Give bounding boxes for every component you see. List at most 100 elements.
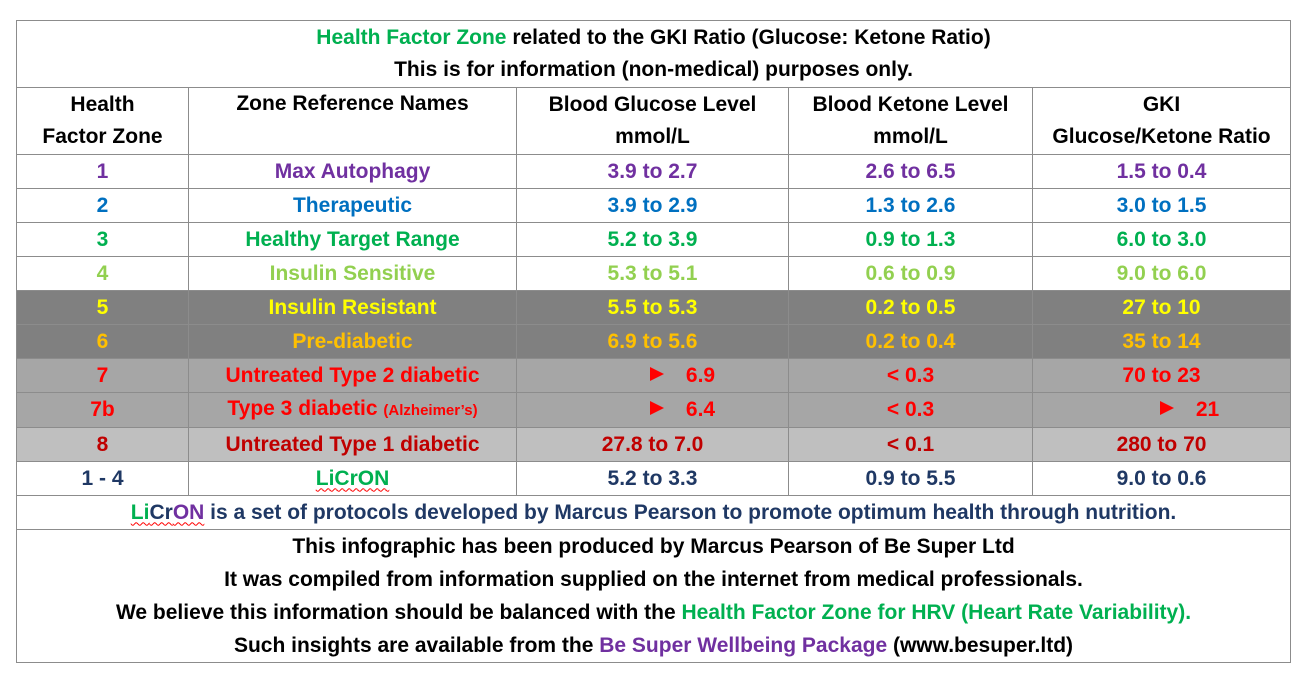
footer-line-2: It was compiled from information supplie… bbox=[224, 568, 1083, 591]
ketone-cell: 0.2 to 0.4 bbox=[788, 324, 1033, 359]
gki-cell: 9.0 to 0.6 bbox=[1031, 461, 1292, 496]
footer-line-3-text: We believe this information should be ba… bbox=[115, 601, 682, 624]
glucose-cell: 27.8 to 7.0 bbox=[516, 427, 789, 462]
glucose-cell: 6.4 bbox=[516, 392, 789, 428]
header-gki-line2: Glucose/Ketone Ratio bbox=[1052, 125, 1271, 148]
table-row: 7b Type 3 diabetic (Alzheimer’s) 6.4 < 0… bbox=[16, 392, 1292, 428]
footer-package-name: Be Super Wellbeing Package bbox=[599, 634, 888, 657]
zone-cell: 8 bbox=[16, 427, 189, 462]
ketone-cell: < 0.3 bbox=[788, 392, 1033, 428]
ketone-cell: 0.9 to 1.3 bbox=[788, 222, 1033, 257]
zone-name-cell: Insulin Sensitive bbox=[188, 256, 517, 291]
glucose-cell: 6.9 to 5.6 bbox=[516, 324, 789, 359]
header-names: Zone Reference Names bbox=[188, 87, 517, 155]
zone-cell: 1 - 4 bbox=[16, 461, 189, 496]
footer-website: (www.besuper.ltd) bbox=[887, 634, 1074, 657]
table-row: 8 Untreated Type 1 diabetic 27.8 to 7.0 … bbox=[16, 427, 1292, 462]
title-rest: related to the GKI Ratio (Glucose: Keton… bbox=[506, 26, 991, 49]
glucose-value: 6.4 bbox=[685, 398, 716, 421]
ketone-cell: 2.6 to 6.5 bbox=[788, 154, 1033, 189]
glucose-cell: 5.5 to 5.3 bbox=[516, 290, 789, 325]
zone-cell: 5 bbox=[16, 290, 189, 325]
licron-description: is a set of protocols developed by Marcu… bbox=[204, 500, 1177, 524]
zone-cell: 7 bbox=[16, 358, 189, 393]
glucose-cell: 3.9 to 2.9 bbox=[516, 188, 789, 223]
gki-cell: 9.0 to 6.0 bbox=[1031, 256, 1292, 291]
zone-name-cell: Insulin Resistant bbox=[188, 290, 517, 325]
table-row: 1 - 4 LiCrON 5.2 to 3.3 0.9 to 5.5 9.0 t… bbox=[16, 461, 1292, 496]
table-row: 6 Pre-diabetic 6.9 to 5.6 0.2 to 0.4 35 … bbox=[16, 324, 1292, 359]
licron-cr: Cr bbox=[149, 500, 173, 524]
header-ketone: Blood Ketone Level mmol/L bbox=[788, 87, 1033, 155]
footer-line-4: Such insights are available from the Be … bbox=[18, 629, 1290, 662]
title-health-factor-zone: Health Factor Zone bbox=[316, 26, 507, 49]
glucose-cell: 5.2 to 3.3 bbox=[516, 461, 789, 496]
table-row: 4 Insulin Sensitive 5.3 to 5.1 0.6 to 0.… bbox=[16, 256, 1292, 291]
glucose-cell: 3.9 to 2.7 bbox=[516, 154, 789, 189]
header-ketone-line2: mmol/L bbox=[873, 125, 948, 148]
title-row: Health Factor Zone related to the GKI Ra… bbox=[15, 20, 1292, 88]
zone-name: Type 3 diabetic bbox=[227, 397, 378, 420]
glucose-cell: 5.2 to 3.9 bbox=[516, 222, 789, 257]
title-line-2: This is for information (non-medical) pu… bbox=[394, 58, 913, 81]
header-gki: GKI Glucose/Ketone Ratio bbox=[1031, 87, 1292, 155]
zone-name-cell: Untreated Type 2 diabetic bbox=[188, 358, 517, 393]
licron-name: LiCrON bbox=[315, 466, 390, 490]
gki-cell: 35 to 14 bbox=[1031, 324, 1292, 359]
footer-cell: This infographic has been produced by Ma… bbox=[15, 529, 1292, 663]
glucose-cell: 6.9 bbox=[516, 358, 789, 393]
title-line-1: Health Factor Zone related to the GKI Ra… bbox=[18, 22, 1290, 54]
zone-name-cell: Therapeutic bbox=[188, 188, 517, 223]
gki-infographic: Health Factor Zone related to the GKI Ra… bbox=[15, 20, 1292, 663]
ketone-cell: 1.3 to 2.6 bbox=[788, 188, 1033, 223]
gki-table: Health Factor Zone related to the GKI Ra… bbox=[15, 20, 1292, 663]
gki-cell: 6.0 to 3.0 bbox=[1031, 222, 1292, 257]
ketone-cell: < 0.1 bbox=[788, 427, 1033, 462]
licron-on: ON bbox=[172, 500, 205, 524]
zone-name-cell: Untreated Type 1 diabetic bbox=[188, 427, 517, 462]
gki-cell: 3.0 to 1.5 bbox=[1031, 188, 1292, 223]
zone-cell: 2 bbox=[16, 188, 189, 223]
footer-line-1: This infographic has been produced by Ma… bbox=[292, 535, 1015, 558]
zone-name-cell: Pre-diabetic bbox=[188, 324, 517, 359]
gki-cell: 21 bbox=[1031, 392, 1292, 428]
zone-name-cell: LiCrON bbox=[188, 461, 517, 496]
zone-name-cell: Type 3 diabetic (Alzheimer’s) bbox=[188, 392, 517, 428]
gki-cell: 1.5 to 0.4 bbox=[1031, 154, 1292, 189]
header-row: Health Factor Zone Zone Reference Names B… bbox=[16, 87, 1292, 155]
zone-cell: 3 bbox=[16, 222, 189, 257]
gki-cell: 70 to 23 bbox=[1031, 358, 1292, 393]
footer-hrv-link-text: Health Factor Zone for HRV (Heart Rate V… bbox=[681, 601, 1192, 624]
table-row: 2 Therapeutic 3.9 to 2.9 1.3 to 2.6 3.0 … bbox=[16, 188, 1292, 223]
zone-cell: 6 bbox=[16, 324, 189, 359]
licron-note-row: LiCrON is a set of protocols developed b… bbox=[15, 495, 1292, 530]
greater-than-arrow-icon bbox=[649, 401, 664, 416]
footer-row: This infographic has been produced by Ma… bbox=[15, 529, 1292, 663]
glucose-value: 6.9 bbox=[685, 363, 716, 387]
gki-value: 21 bbox=[1195, 398, 1220, 421]
ketone-cell: 0.2 to 0.5 bbox=[788, 290, 1033, 325]
licron-note-cell: LiCrON is a set of protocols developed b… bbox=[15, 495, 1292, 530]
footer-line-3: We believe this information should be ba… bbox=[18, 596, 1290, 629]
zone-cell: 4 bbox=[16, 256, 189, 291]
zone-name-note: (Alzheimer’s) bbox=[383, 402, 478, 419]
zone-name-cell: Healthy Target Range bbox=[188, 222, 517, 257]
table-row: 3 Healthy Target Range 5.2 to 3.9 0.9 to… bbox=[16, 222, 1292, 257]
zone-cell: 1 bbox=[16, 154, 189, 189]
table-row: 1 Max Autophagy 3.9 to 2.7 2.6 to 6.5 1.… bbox=[16, 154, 1292, 189]
table-row: 5 Insulin Resistant 5.5 to 5.3 0.2 to 0.… bbox=[16, 290, 1292, 325]
ketone-cell: < 0.3 bbox=[788, 358, 1033, 393]
header-names-label: Zone Reference Names bbox=[236, 92, 469, 115]
greater-than-arrow-icon bbox=[649, 366, 664, 381]
header-glucose: Blood Glucose Level mmol/L bbox=[516, 87, 789, 155]
gki-cell: 280 to 70 bbox=[1031, 427, 1292, 462]
header-gki-line1: GKI bbox=[1142, 93, 1181, 116]
licron-li: Li bbox=[130, 500, 150, 524]
gki-cell: 27 to 10 bbox=[1031, 290, 1292, 325]
header-zone-line1: Health bbox=[70, 93, 135, 116]
licron-word: LiCrON bbox=[131, 501, 205, 524]
header-glucose-line2: mmol/L bbox=[615, 125, 690, 148]
glucose-cell: 5.3 to 5.1 bbox=[516, 256, 789, 291]
zone-name-cell: Max Autophagy bbox=[188, 154, 517, 189]
table-row: 7 Untreated Type 2 diabetic 6.9 < 0.3 70… bbox=[16, 358, 1292, 393]
